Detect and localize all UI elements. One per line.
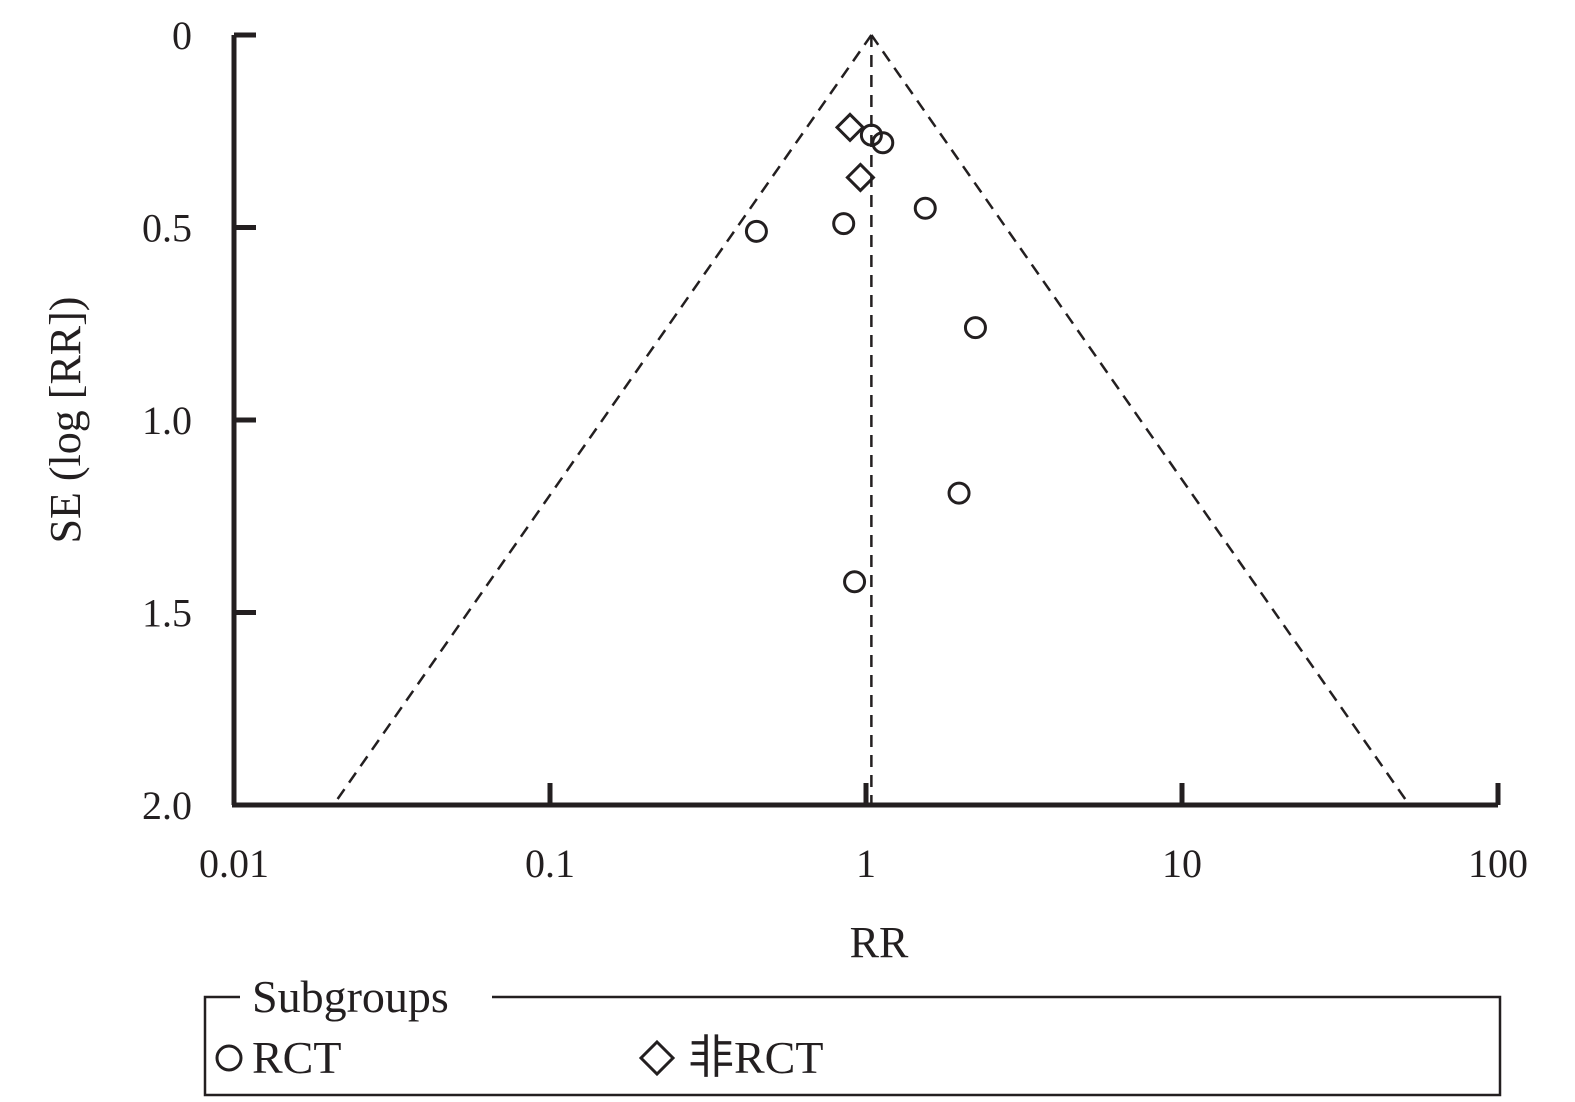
y-tick-label: 1.5 [142, 591, 192, 636]
funnel-lines [332, 34, 1411, 806]
non-rct-point [845, 162, 876, 193]
rct-point [859, 123, 883, 147]
legend-non-rct-label: 非RCT [688, 1032, 823, 1083]
rct-point [744, 219, 768, 243]
funnel-left-line [332, 34, 873, 806]
legend-title: Subgroups [252, 971, 449, 1022]
x-axis-title: RR [850, 918, 909, 967]
y-tick-label: 1.0 [142, 398, 192, 443]
rct-point [913, 196, 937, 220]
x-tick-label: 100 [1468, 841, 1528, 886]
legend-rct-marker [215, 1044, 243, 1072]
rct-point [871, 131, 895, 155]
legend-frame [203, 995, 1502, 1097]
y-tick-label: 0 [172, 13, 192, 58]
legend-rct-label: RCT [252, 1032, 341, 1083]
non-rct-point [834, 112, 866, 143]
data-points [744, 112, 987, 594]
rct-point [963, 316, 987, 340]
rct-point [843, 570, 867, 594]
x-tick-label: 10 [1162, 841, 1202, 886]
x-tick-label: 0.1 [525, 841, 575, 886]
x-axis-ticks: 0.01 0.1 1 10 100 [199, 783, 1528, 886]
rct-point [832, 212, 856, 236]
axes [231, 35, 1498, 808]
legend-non-rct-marker [638, 1039, 676, 1077]
legend-title-background [240, 975, 492, 1015]
y-tick-label: 2.0 [142, 783, 192, 828]
y-axis-title: SE (log [RR]) [41, 297, 90, 544]
y-axis-ticks: 0 0.5 1.0 1.5 2.0 [142, 13, 256, 828]
rct-point [947, 481, 971, 505]
y-tick-label: 0.5 [142, 206, 192, 251]
legend: Subgroups RCT 非RCT [203, 971, 1502, 1097]
funnel-right-line [870, 34, 1411, 806]
x-tick-label: 0.01 [199, 841, 269, 886]
x-tick-label: 1 [856, 841, 876, 886]
